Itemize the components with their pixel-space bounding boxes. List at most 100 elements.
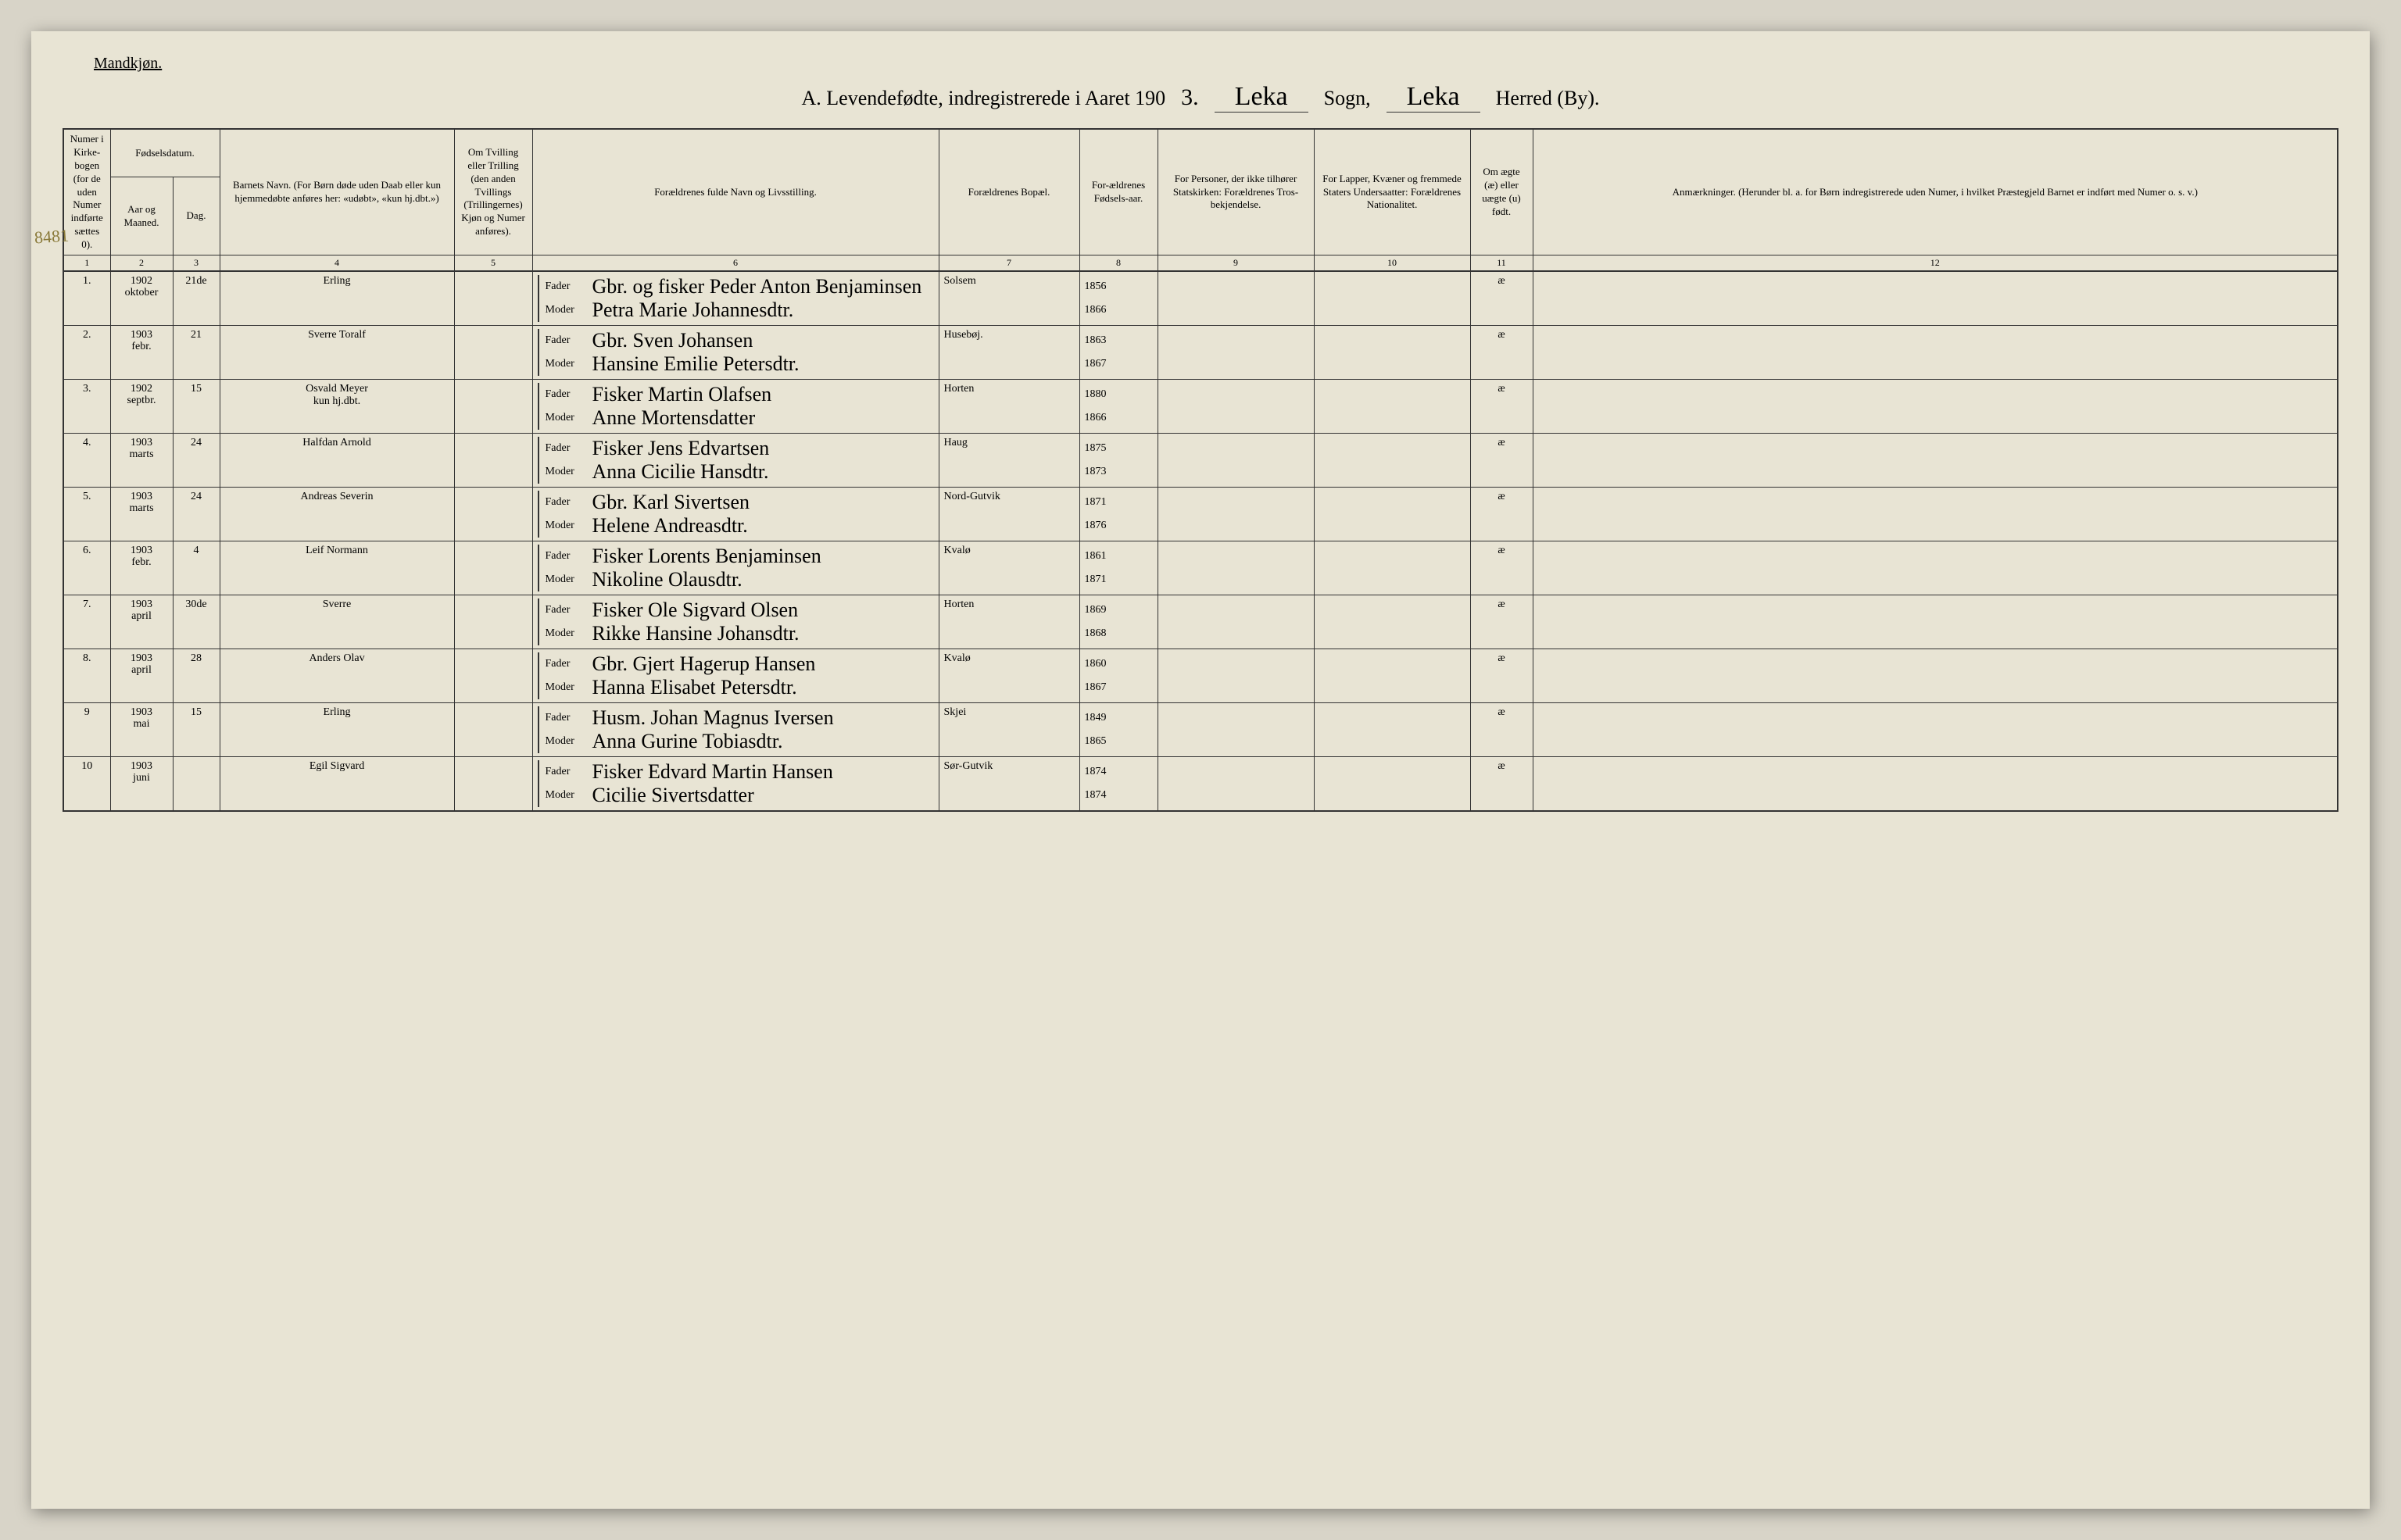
mother-label: Moder [546, 573, 583, 586]
row-nationality [1314, 271, 1470, 326]
row-residence: Kvalø [939, 541, 1079, 595]
colnum: 11 [1470, 255, 1533, 272]
row-parents: FaderFisker Martin OlafsenModerAnne Mort… [532, 380, 939, 434]
row-day: 21de [173, 271, 220, 326]
row-day: 30de [173, 595, 220, 649]
table-row: 8.1903april28Anders OlavFaderGbr. Gjert … [63, 649, 2338, 703]
row-notes [1533, 649, 2338, 703]
father-name: Gbr. Sven Johansen [592, 329, 934, 352]
row-year-month: 1903marts [110, 434, 173, 488]
row-number: 10 [63, 757, 110, 812]
row-day: 28 [173, 649, 220, 703]
row-nationality [1314, 541, 1470, 595]
row-day: 21 [173, 326, 220, 380]
row-legitimacy: æ [1470, 271, 1533, 326]
row-number: 8. [63, 649, 110, 703]
row-day: 15 [173, 703, 220, 757]
row-number: 6. [63, 541, 110, 595]
row-parents: FaderHusm. Johan Magnus IversenModerAnna… [532, 703, 939, 757]
father-name: Fisker Edvard Martin Hansen [592, 760, 934, 784]
row-notes [1533, 488, 2338, 541]
row-parent-birthyears: 18561866 [1079, 271, 1158, 326]
row-residence: Skjei [939, 703, 1079, 757]
mother-label: Moder [546, 681, 583, 694]
row-notes [1533, 595, 2338, 649]
header-nationality: For Lapper, Kvæner og fremmede Staters U… [1314, 129, 1470, 255]
table-body: 1.1902oktober21deErlingFaderGbr. og fisk… [63, 271, 2338, 811]
father-label: Fader [546, 658, 583, 670]
row-number: 9 [63, 703, 110, 757]
father-label: Fader [546, 496, 583, 509]
row-number: 7. [63, 595, 110, 649]
row-day [173, 757, 220, 812]
mother-label: Moder [546, 358, 583, 370]
row-residence: Sør-Gutvik [939, 757, 1079, 812]
father-label: Fader [546, 766, 583, 778]
header-parents: Forældrenes fulde Navn og Livsstilling. [532, 129, 939, 255]
table-row: 5.1903marts24Andreas SeverinFaderGbr. Ka… [63, 488, 2338, 541]
row-legitimacy: æ [1470, 326, 1533, 380]
mother-name: Anna Gurine Tobiasdtr. [592, 730, 934, 753]
row-nationality [1314, 434, 1470, 488]
row-religion [1158, 326, 1314, 380]
row-twin [454, 326, 532, 380]
row-number: 2. [63, 326, 110, 380]
mother-name: Hanna Elisabet Petersdtr. [592, 676, 934, 699]
row-twin [454, 488, 532, 541]
row-parents: Fader Gbr. Sven Johansen Moder Hansine Emil… [532, 326, 939, 380]
row-parents: FaderGbr. og fisker Peder Anton Benjamin… [532, 271, 939, 326]
mother-name: Nikoline Olausdtr. [592, 568, 934, 591]
row-parent-birthyears: 18491865 [1079, 703, 1158, 757]
row-nationality [1314, 595, 1470, 649]
row-religion [1158, 271, 1314, 326]
row-nationality [1314, 326, 1470, 380]
row-number: 1. [63, 271, 110, 326]
row-religion [1158, 757, 1314, 812]
row-legitimacy: æ [1470, 757, 1533, 812]
header-legitimacy: Om ægte (æ) eller uægte (u) født. [1470, 129, 1533, 255]
row-year-month: 1903april [110, 595, 173, 649]
row-year-month: 1903mai [110, 703, 173, 757]
row-year-month: 1903febr. [110, 326, 173, 380]
mother-label: Moder [546, 466, 583, 478]
colnum: 2 [110, 255, 173, 272]
sogn-value: Leka [1215, 82, 1308, 113]
row-year-month: 1903juni [110, 757, 173, 812]
row-religion [1158, 649, 1314, 703]
row-child-name: Erling [220, 703, 454, 757]
row-residence: Husebøj. [939, 326, 1079, 380]
row-notes [1533, 271, 2338, 326]
row-notes [1533, 326, 2338, 380]
table-row: 6.1903febr.4Leif NormannFaderFisker Lore… [63, 541, 2338, 595]
herred-value: Leka [1387, 82, 1480, 113]
row-twin [454, 595, 532, 649]
register-page: 8481 Mandkjøn. A. Levendefødte, indregis… [31, 31, 2370, 1509]
row-notes [1533, 380, 2338, 434]
father-label: Fader [546, 550, 583, 563]
row-religion [1158, 380, 1314, 434]
mother-name: Hansine Emilie Petersdtr. [592, 352, 934, 376]
colnum: 4 [220, 255, 454, 272]
mother-label: Moder [546, 735, 583, 748]
row-twin [454, 649, 532, 703]
mother-label: Moder [546, 520, 583, 532]
row-year-month: 1903april [110, 649, 173, 703]
father-name: Fisker Martin Olafsen [592, 383, 934, 406]
colnum: 9 [1158, 255, 1314, 272]
row-child-name: Andreas Severin [220, 488, 454, 541]
row-residence: Nord-Gutvik [939, 488, 1079, 541]
father-label: Fader [546, 334, 583, 347]
row-legitimacy: æ [1470, 703, 1533, 757]
row-parents: FaderGbr. Karl SivertsenModerHelene Andr… [532, 488, 939, 541]
header-notes: Anmærkninger. (Herunder bl. a. for Børn … [1533, 129, 2338, 255]
row-parents: FaderFisker Ole Sigvard OlsenModerRikke … [532, 595, 939, 649]
row-residence: Haug [939, 434, 1079, 488]
row-child-name: Leif Normann [220, 541, 454, 595]
mother-label: Moder [546, 627, 583, 640]
row-child-name: Sverre Toralf [220, 326, 454, 380]
row-religion [1158, 434, 1314, 488]
row-religion [1158, 541, 1314, 595]
row-day: 15 [173, 380, 220, 434]
row-religion [1158, 488, 1314, 541]
father-label: Fader [546, 388, 583, 401]
